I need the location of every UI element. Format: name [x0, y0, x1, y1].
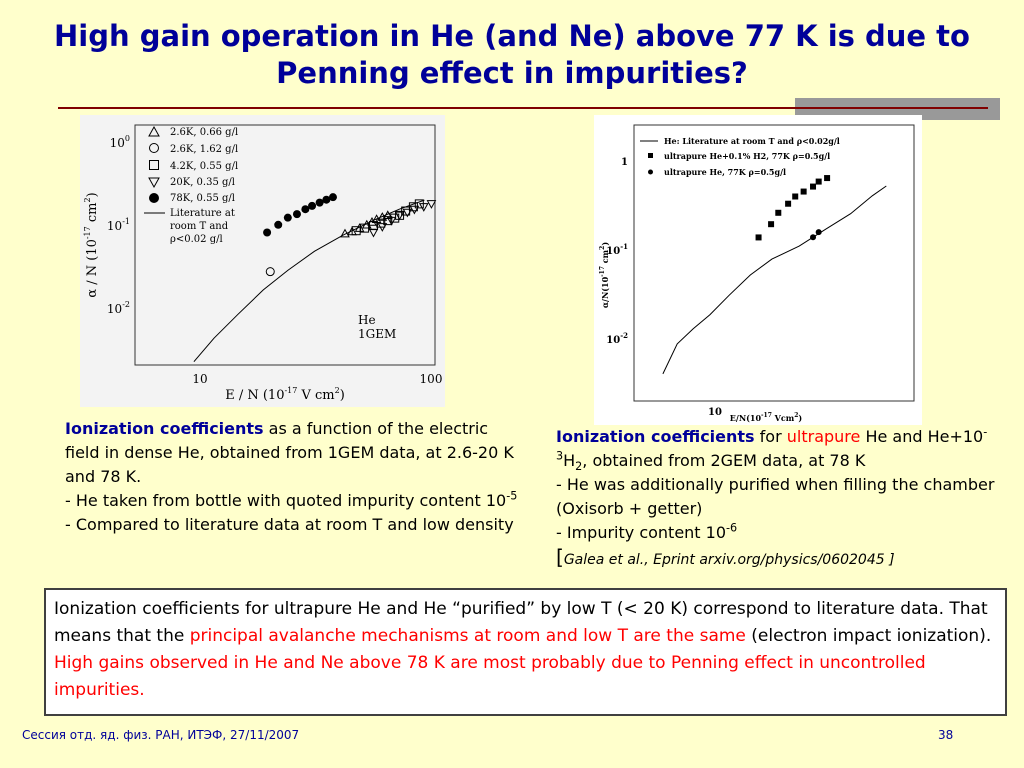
caption-right-text-6: - Impurity content 10 [556, 523, 727, 542]
title-line-1: High gain operation in He (and Ne) above… [54, 19, 970, 53]
Rmarks-series-2-point-1 [815, 229, 822, 236]
Lmarks-series-3-point-7 [426, 200, 437, 209]
Rmarks-series-2-point-0 [810, 234, 817, 241]
chart-left: 10 100 100 10-1 10-2 E / N (10-17 V cm2)… [83, 124, 443, 403]
right-ytick-1: 1 [621, 157, 628, 168]
summary-box: Ionization coefficients for ultrapure He… [44, 588, 1007, 716]
caption-right-keyword: Ionization coefficients [556, 427, 755, 446]
caption-left-keyword: Ionization coefficients [65, 419, 264, 438]
Lmarks-series-4-point-8 [328, 193, 337, 202]
left-legend-8: ρ<0.02 g/l [170, 234, 223, 245]
Lmarks-series-4-point-4 [301, 205, 310, 214]
caption-right-text-1: for [754, 427, 787, 446]
chart-left-figure: 10 100 100 10-1 10-2 E / N (10-17 V cm2)… [80, 115, 445, 407]
Rmarks-series-1-point-3 [785, 200, 792, 207]
title-line-2: Penning effect in impurities? [276, 56, 748, 90]
caption-right-sub: 2 [575, 460, 583, 474]
left-xlabel: E / N (10-17 V cm2) [225, 386, 345, 403]
Rmarks-series-1-point-8 [824, 175, 831, 182]
right-legend: He: Literature at room T and ρ<0.02g/l u… [640, 136, 840, 177]
caption-left-sup: -5 [506, 489, 518, 503]
Lmarks-series-2-point-4 [383, 216, 393, 226]
footer-session: Сессия отд. яд. физ. РАН, ИТЭФ, 27/11/20… [22, 728, 300, 742]
left-legend-4: 20K, 0.35 g/l [170, 177, 235, 188]
left-legend-1: 2.6K, 0.66 g/l [170, 127, 238, 138]
Rmarks-series-0-line [662, 185, 887, 375]
Lmarks-series-3-point-0 [368, 228, 379, 238]
slide-number: 38 [938, 728, 954, 742]
citation-open: [ [556, 545, 564, 569]
left-legend-2: 2.6K, 1.62 g/l [170, 144, 238, 155]
left-ylabel: α / N (10-17 cm2) [83, 192, 100, 297]
chart-right: 10 1 10-1 10-2 E/N(10-17 Vcm2) α/N(10-17… [599, 124, 915, 423]
Rmarks-series-1-point-0 [755, 234, 762, 241]
Rmarks-series-1-point-1 [768, 221, 775, 228]
right-xtick-10: 10 [708, 407, 722, 418]
Lmarks-series-4-point-1 [274, 220, 283, 229]
Lmarks-series-3-point-1 [377, 223, 388, 232]
caption-right: Ionization coefficients for ultrapure He… [556, 425, 996, 572]
Lmarks-series-2-point-1 [360, 223, 370, 233]
summary-text-1: Ionization coefficients for ultrapure He… [54, 599, 988, 646]
Lmarks-series-4-point-6 [315, 198, 324, 207]
caption-right-sup-2: -6 [726, 521, 738, 535]
right-legend-2: ultrapure He+0.1% H2, 77K ρ=0.5g/l [664, 151, 830, 161]
caption-left-text-2: - He taken from bottle with quoted impur… [65, 491, 507, 510]
left-legend-6: Literature at [170, 208, 235, 219]
caption-right-text-4: , obtained from 2GEM data, at 78 K [582, 451, 866, 470]
Rmarks-series-1-point-4 [792, 193, 799, 200]
slide-title: High gain operation in He (and Ne) above… [20, 18, 1004, 92]
caption-left-text-3: - Compared to literature data at room T … [65, 515, 514, 534]
Lmarks-series-4-point-7 [322, 195, 331, 204]
citation-close: ] [884, 552, 895, 568]
Lmarks-series-4-point-0 [263, 228, 272, 237]
Lmarks-series-3-point-5 [409, 205, 420, 215]
left-legend: 2.6K, 0.66 g/l 2.6K, 1.62 g/l 4.2K, 0.55… [144, 125, 238, 245]
left-ytick-100: 100 [110, 134, 130, 150]
left-legend-5: 78K, 0.55 g/l [170, 193, 235, 204]
caption-left-text-1: as a function of the electric field in d… [65, 419, 514, 486]
caption-right-text-2: He and He+10 [860, 427, 984, 446]
left-legend-3: 4.2K, 0.55 g/l [170, 161, 238, 172]
left-legend-7: room T and [170, 221, 229, 232]
Rmarks-series-1-point-2 [775, 209, 782, 216]
Lmarks-series-1-point-0 [265, 267, 275, 277]
right-ylabel: α/N(10-17 cm2) [599, 242, 610, 308]
summary-highlight-1: principal avalanche mechanisms at room a… [189, 626, 746, 646]
left-annotation-2: 1GEM [358, 327, 396, 341]
Lmarks-series-5-line [193, 199, 425, 363]
Lmarks-series-3-point-4 [402, 208, 413, 218]
right-legend-3: ultrapure He, 77K ρ=0.5g/l [664, 167, 786, 177]
chart-right-figure: 10 1 10-1 10-2 E/N(10-17 Vcm2) α/N(10-17… [594, 115, 922, 425]
caption-right-sup-1: -3 [556, 425, 988, 463]
summary-highlight-2: High gains observed in He and Ne above 7… [54, 653, 926, 700]
right-xlabel: E/N(10-17 Vcm2) [730, 412, 803, 423]
Rmarks-series-1-point-6 [810, 183, 817, 190]
right-legend-1: He: Literature at room T and ρ<0.02g/l [664, 136, 840, 146]
title-rule-shadow [795, 98, 1000, 120]
left-annotation-1: He [358, 313, 376, 327]
caption-right-text-3: H [563, 451, 576, 470]
summary-text-2: (electron impact ionization). [745, 626, 992, 646]
Lmarks-series-3-point-2 [386, 216, 397, 226]
citation: Galea et al., Eprint arxiv.org/physics/0… [563, 552, 885, 568]
left-xtick-10: 10 [192, 372, 207, 386]
caption-left: Ionization coefficients as a function of… [65, 417, 525, 537]
left-xtick-100: 100 [420, 372, 443, 386]
right-ytick-10-2: 10-2 [606, 331, 628, 346]
Rmarks-series-1-point-5 [800, 188, 807, 195]
caption-right-ultrapure: ultrapure [786, 427, 861, 446]
Lmarks-series-4-point-5 [308, 201, 317, 210]
Lmarks-series-4-point-3 [292, 210, 301, 219]
Rmarks-series-1-point-7 [815, 178, 822, 185]
Lmarks-series-3-point-6 [418, 203, 429, 212]
title-rule [58, 107, 988, 109]
caption-right-text-5: - He was additionally purified when fill… [556, 475, 995, 518]
left-ytick-10-2: 10-2 [107, 300, 130, 316]
Lmarks-series-4-point-2 [283, 213, 292, 222]
Lmarks-series-3-point-3 [394, 211, 405, 221]
left-ytick-10-1: 10-1 [107, 217, 130, 233]
